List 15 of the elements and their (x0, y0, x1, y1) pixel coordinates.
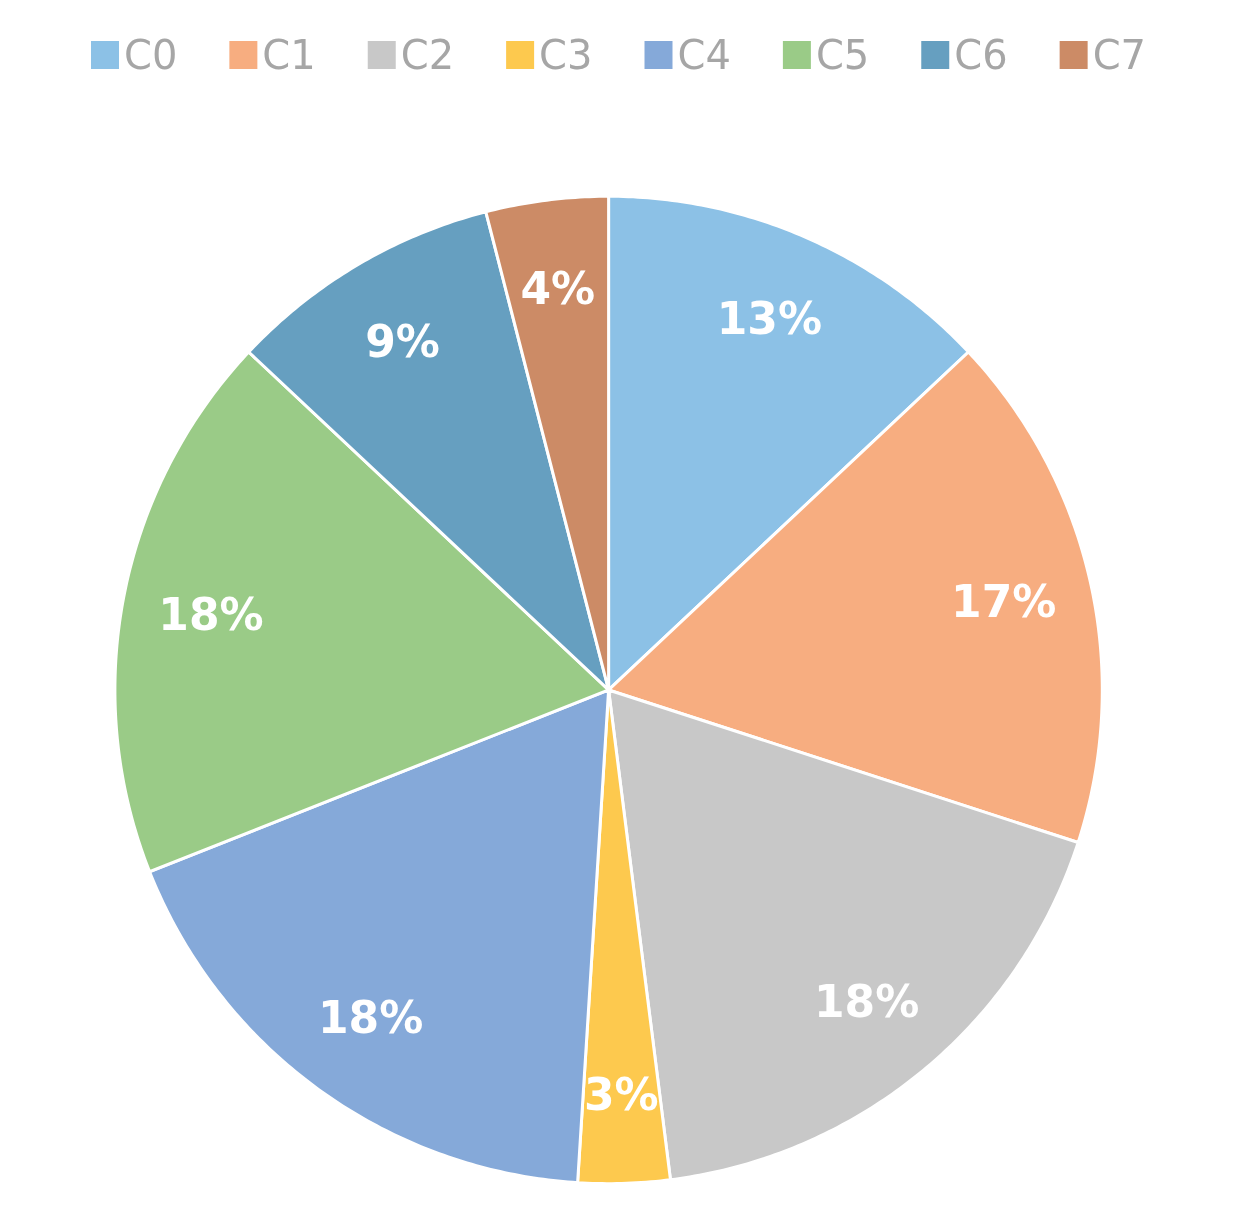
data-label: 9% (365, 316, 440, 367)
data-label: 13% (716, 292, 823, 344)
legend-label: C5 (815, 32, 870, 78)
legend-label: C7 (1092, 32, 1147, 78)
data-label: 17% (951, 576, 1057, 628)
legend-label: C6 (954, 32, 1008, 78)
data-label: 3% (583, 1069, 659, 1121)
legend-label: C4 (677, 32, 731, 78)
legend-label: C3 (539, 32, 593, 78)
legend-label: C1 (262, 32, 316, 78)
data-label: 18% (158, 588, 264, 640)
data-label: 4% (520, 262, 596, 314)
legend-label: C0 (123, 32, 178, 78)
data-label: 18% (317, 991, 424, 1043)
legend-label: C2 (400, 32, 455, 78)
